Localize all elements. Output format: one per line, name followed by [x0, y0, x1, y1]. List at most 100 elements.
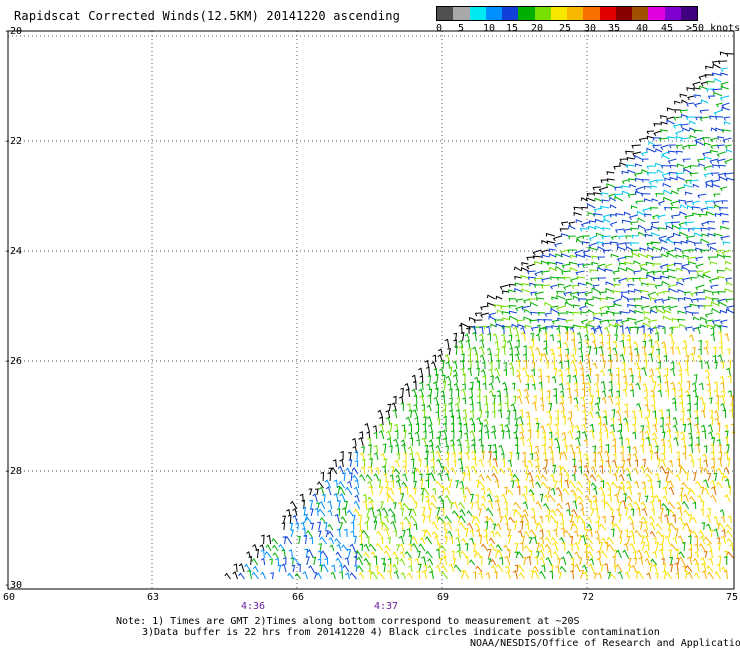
wind-barb: [537, 312, 545, 316]
wind-barb: [649, 368, 654, 377]
wind-barb: [541, 431, 546, 440]
wind-barb: [673, 262, 683, 267]
wind-barb: [595, 373, 599, 384]
wind-barb: [716, 269, 725, 274]
wind-barb: [281, 522, 286, 531]
wind-barb: [595, 389, 599, 397]
wind-barb: [458, 345, 464, 356]
wind-barb: [455, 480, 459, 489]
wind-barb: [636, 570, 644, 580]
wind-barb: [501, 311, 510, 315]
wind-barb: [452, 374, 459, 384]
wind-barb: [376, 571, 385, 580]
wind-barb: [569, 277, 579, 283]
wind-barb: [718, 164, 726, 169]
wind-barb: [488, 543, 496, 552]
wind-barb: [614, 196, 624, 202]
wind-barb: [492, 523, 497, 531]
wind-barb: [290, 500, 298, 510]
wind-barb: [696, 354, 703, 363]
wind-barb: [600, 179, 608, 184]
wind-barb: [564, 479, 569, 489]
wind-barb: [405, 388, 410, 398]
wind-barb: [600, 480, 605, 489]
wind-barb: [487, 444, 492, 454]
wind-barb: [724, 494, 731, 503]
wind-barb: [712, 346, 717, 356]
wind-barb: [441, 556, 448, 566]
wind-barb: [414, 431, 420, 440]
wind-barb: [700, 486, 705, 496]
wind-barb: [662, 182, 672, 188]
wind-barb: [656, 169, 664, 174]
wind-barb: [313, 572, 318, 580]
wind-barb: [426, 383, 431, 391]
wind-barb: [618, 514, 622, 524]
wind-barb: [335, 557, 343, 566]
wind-barb: [677, 506, 683, 517]
wind-barb: [486, 294, 496, 300]
wind-barb: [676, 163, 685, 168]
wind-barb: [410, 508, 417, 517]
wind-barb: [680, 437, 686, 447]
wind-barb: [722, 220, 730, 225]
wind-barb: [499, 556, 504, 566]
wind-barb: [615, 549, 622, 559]
wind-barb: [637, 217, 646, 223]
wind-barb: [391, 402, 397, 412]
wind-barb: [691, 200, 700, 206]
wind-barb: [599, 369, 605, 377]
wind-barb: [366, 431, 371, 440]
wind-barb: [664, 422, 671, 433]
wind-barb: [622, 375, 627, 384]
wind-barb: [598, 422, 602, 433]
wind-barb: [664, 367, 669, 377]
wind-barb: [383, 550, 391, 559]
wind-barb: [638, 253, 648, 258]
wind-barb: [689, 165, 698, 169]
wind-barb: [485, 507, 494, 517]
wind-barb: [502, 381, 508, 391]
wind-barb: [561, 270, 571, 275]
wind-barb: [444, 338, 450, 349]
wind-barb: [687, 95, 695, 101]
wind-barb: [490, 558, 497, 566]
wind-barb: [527, 459, 533, 468]
wind-barb: [570, 331, 575, 342]
wind-barb: [233, 563, 238, 573]
wind-barb: [423, 416, 427, 426]
wind-barb: [571, 458, 576, 468]
wind-barb: [345, 486, 353, 496]
wind-barb: [455, 388, 459, 398]
wind-barb: [440, 499, 445, 510]
wind-barb: [685, 564, 693, 573]
wind-barb: [647, 291, 656, 298]
wind-barb: [606, 334, 611, 342]
wind-barb: [720, 235, 730, 241]
wind-barb: [615, 466, 620, 475]
wind-barb: [547, 550, 552, 559]
wind-barb: [714, 571, 721, 580]
wind-barb: [448, 409, 454, 419]
wind-barb: [607, 319, 616, 324]
wind-barb: [404, 550, 412, 559]
wind-barb: [510, 480, 515, 489]
wind-barb: [479, 325, 484, 335]
legend-label-7: 35: [608, 23, 621, 34]
wind-barb: [491, 410, 496, 419]
wind-barb: [486, 493, 493, 503]
wind-barb: [467, 348, 472, 356]
wind-barb: [387, 563, 392, 573]
wind-barb: [675, 254, 683, 259]
wind-barb: [637, 409, 643, 419]
wind-barb: [436, 458, 442, 468]
wind-barb: [681, 263, 690, 269]
wind-barb: [669, 543, 678, 552]
wind-barb: [686, 102, 695, 107]
wind-barb: [599, 353, 605, 363]
wind-barb: [550, 352, 556, 363]
wind-barb: [701, 562, 707, 573]
wind-barb: [556, 290, 565, 295]
wind-barb: [355, 550, 363, 559]
wind-barb: [625, 164, 635, 169]
